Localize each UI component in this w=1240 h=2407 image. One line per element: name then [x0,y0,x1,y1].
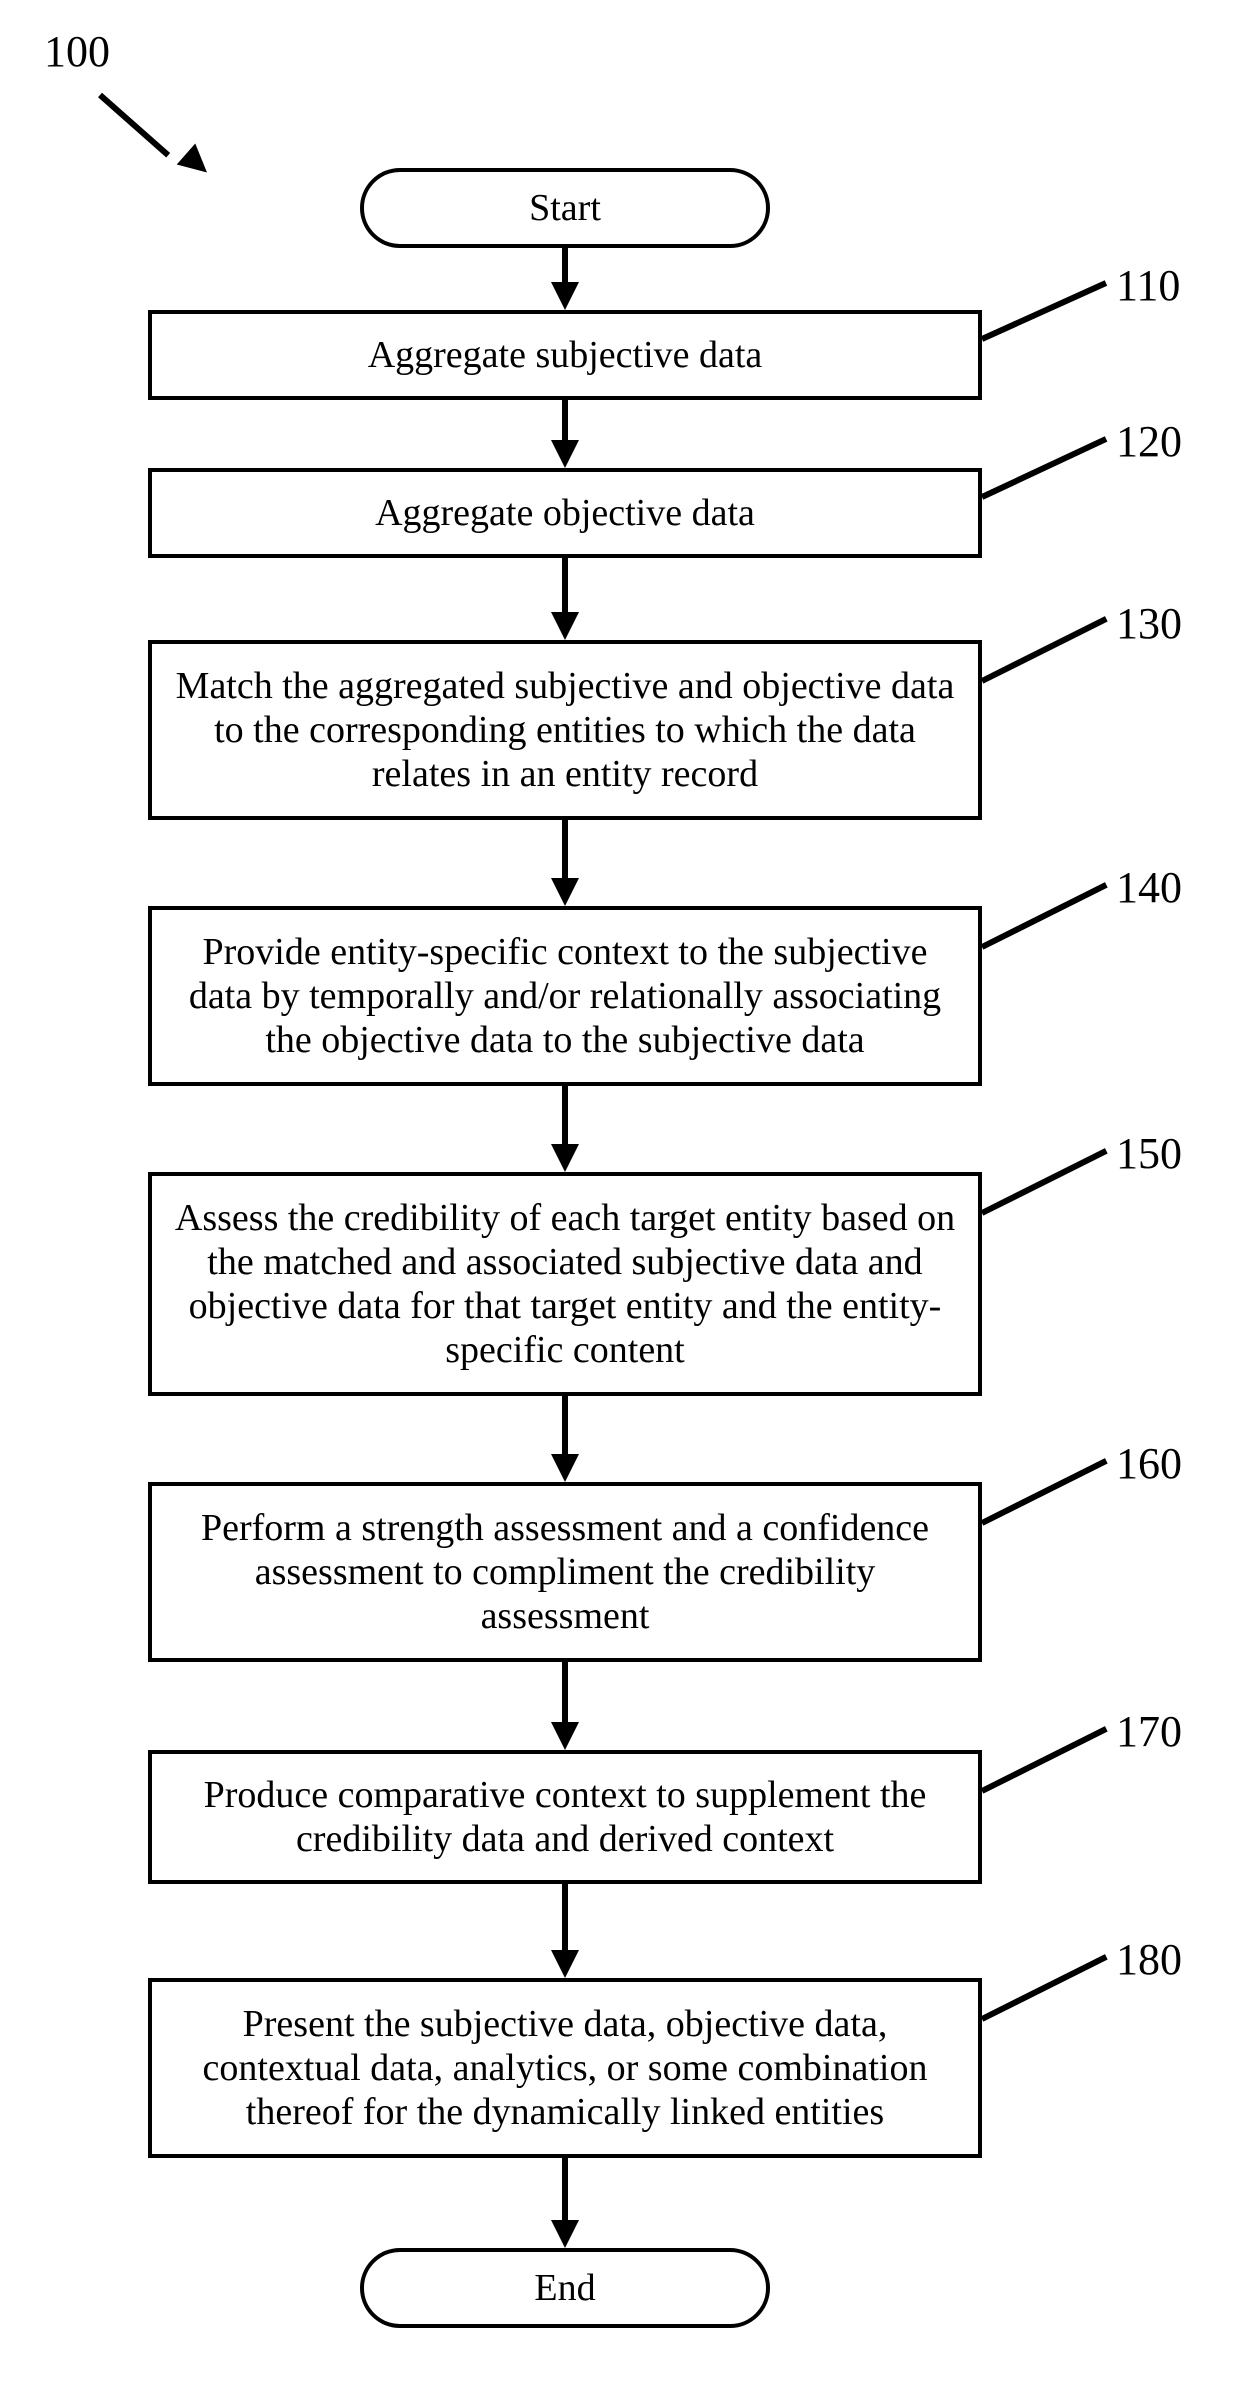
node-text: Assess the credibility of each target en… [168,1196,962,1372]
node-text: Perform a strength assessment and a conf… [168,1506,962,1638]
flowchart-node-n110: Aggregate subjective data [148,310,982,400]
ref-label-170: 170 [1116,1706,1182,1757]
edge-n150-n160 [562,1396,568,1454]
node-text: Present the subjective data, objective d… [168,2002,962,2134]
ref-label-150: 150 [1116,1128,1182,1179]
flowchart-node-n130: Match the aggregated subjective and obje… [148,640,982,820]
edge-n120-n130 [562,558,568,612]
flowchart-canvas: Start Aggregate subjective data 110 Aggrega… [0,0,1240,2407]
figure-number-label: 100 [44,26,110,77]
edge-arrowhead-n110-n120 [551,440,579,468]
edge-arrowhead-n140-n150 [551,1144,579,1172]
ref-label-140: 140 [1116,862,1182,913]
edge-arrowhead-n150-n160 [551,1454,579,1482]
edge-start-n110 [562,248,568,282]
ref-leader-140 [981,882,1108,949]
edge-n170-n180 [562,1884,568,1950]
ref-leader-160 [981,1458,1108,1525]
node-text: Produce comparative context to supplemen… [168,1773,962,1861]
ref-leader-130 [981,616,1108,683]
node-text: Aggregate objective data [375,491,755,535]
figure-number-arrowhead [177,144,217,184]
edge-n160-n170 [562,1662,568,1722]
edge-arrowhead-n130-n140 [551,878,579,906]
flowchart-node-n140: Provide entity-specific context to the s… [148,906,982,1086]
edge-arrowhead-n160-n170 [551,1722,579,1750]
edge-n140-n150 [562,1086,568,1144]
node-text: End [534,2266,595,2310]
flowchart-node-n170: Produce comparative context to supplemen… [148,1750,982,1884]
edge-arrowhead-start-n110 [551,282,579,310]
node-text: Provide entity-specific context to the s… [168,930,962,1062]
flowchart-node-n160: Perform a strength assessment and a conf… [148,1482,982,1662]
ref-leader-150 [981,1148,1108,1215]
edge-arrowhead-n120-n130 [551,612,579,640]
ref-leader-170 [981,1726,1108,1793]
edge-n110-n120 [562,400,568,440]
flowchart-node-n150: Assess the credibility of each target en… [148,1172,982,1396]
edge-n180-end [562,2158,568,2220]
ref-label-180: 180 [1116,1934,1182,1985]
node-text: Start [529,186,601,230]
edge-n130-n140 [562,820,568,878]
flowchart-node-start: Start [360,168,770,248]
ref-label-120: 120 [1116,416,1182,467]
node-text: Aggregate subjective data [368,333,763,377]
flowchart-node-n120: Aggregate objective data [148,468,982,558]
edge-arrowhead-n180-end [551,2220,579,2248]
ref-leader-120 [981,436,1108,499]
edge-arrowhead-n170-n180 [551,1950,579,1978]
flowchart-node-end: End [360,2248,770,2328]
ref-label-130: 130 [1116,598,1182,649]
node-text: Match the aggregated subjective and obje… [168,664,962,796]
ref-label-160: 160 [1116,1438,1182,1489]
ref-leader-110 [981,280,1107,341]
flowchart-node-n180: Present the subjective data, objective d… [148,1978,982,2158]
figure-number-arrow [98,93,170,158]
ref-label-110: 110 [1116,260,1180,311]
ref-leader-180 [981,1954,1108,2021]
